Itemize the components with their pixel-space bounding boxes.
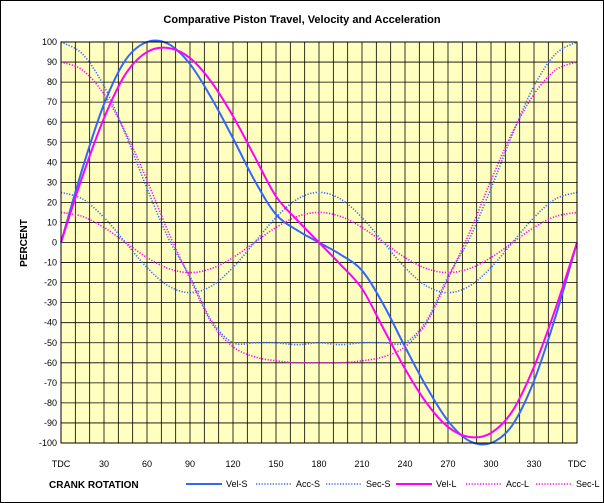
x-tick-label: 330 xyxy=(526,459,541,469)
legend-label-acc-s: Acc-S xyxy=(296,479,320,489)
y-tick-labels: 1009080706050403020100-10-20-30-40-50-60… xyxy=(39,37,57,448)
x-tick-label: 150 xyxy=(268,459,283,469)
y-tick-label: -60 xyxy=(44,358,57,368)
x-tick-label: 30 xyxy=(99,459,109,469)
y-tick-label: -10 xyxy=(44,258,57,268)
x-tick-label: 120 xyxy=(225,459,240,469)
x-tick-label: 90 xyxy=(185,459,195,469)
grid xyxy=(60,41,578,444)
series-line-vel-l xyxy=(60,46,578,439)
series-line-acc-l xyxy=(60,61,578,364)
y-tick-label: 80 xyxy=(47,77,57,87)
legend-label-sec-l: Sec-L xyxy=(576,479,600,489)
x-tick-label: TDC xyxy=(52,459,71,469)
y-tick-label: -80 xyxy=(44,398,57,408)
x-tick-label: 270 xyxy=(440,459,455,469)
y-tick-label: 90 xyxy=(47,57,57,67)
plot-border xyxy=(60,41,578,444)
y-tick-label: 20 xyxy=(47,197,57,207)
y-tick-label: 50 xyxy=(47,137,57,147)
y-tick-label: 60 xyxy=(47,117,57,127)
y-tick-label: 40 xyxy=(47,157,57,167)
y-tick-label: -50 xyxy=(44,338,57,348)
legend: Vel-S Acc-S Sec-S Vel-L Acc-L Sec-L xyxy=(186,479,600,489)
y-tick-label: -40 xyxy=(44,318,57,328)
series-line-sec-l xyxy=(60,211,578,274)
y-tick-label: 10 xyxy=(47,217,57,227)
x-tick-label: 240 xyxy=(397,459,412,469)
x-tick-label: 180 xyxy=(311,459,326,469)
legend-label-vel-s: Vel-S xyxy=(226,479,248,489)
x-tick-label: TDC xyxy=(568,459,587,469)
legend-label-acc-l: Acc-L xyxy=(506,479,529,489)
x-axis-label: CRANK ROTATION xyxy=(49,480,139,491)
series-line-sec-s xyxy=(60,191,578,294)
legend-label-vel-l: Vel-L xyxy=(436,479,457,489)
y-tick-label: 0 xyxy=(52,238,57,248)
series-line-acc-s xyxy=(60,41,578,346)
y-tick-label: 70 xyxy=(47,97,57,107)
y-tick-label: -20 xyxy=(44,278,57,288)
y-tick-label: -100 xyxy=(39,438,57,448)
x-tick-label: 60 xyxy=(142,459,152,469)
y-axis-label: PERCENT xyxy=(19,219,30,267)
x-tick-label: 210 xyxy=(354,459,369,469)
x-tick-label: 300 xyxy=(483,459,498,469)
chart-title: Comparative Piston Travel, Velocity and … xyxy=(163,14,440,26)
y-tick-label: -90 xyxy=(44,418,57,428)
y-tick-label: 30 xyxy=(47,177,57,187)
y-tick-label: 100 xyxy=(42,37,57,47)
legend-label-sec-s: Sec-S xyxy=(366,479,391,489)
y-tick-label: -30 xyxy=(44,298,57,308)
y-tick-label: -70 xyxy=(44,378,57,388)
x-tick-labels: TDC 30 60 90 120 150 180 210 240 270 300 330 TDC xyxy=(52,459,587,469)
